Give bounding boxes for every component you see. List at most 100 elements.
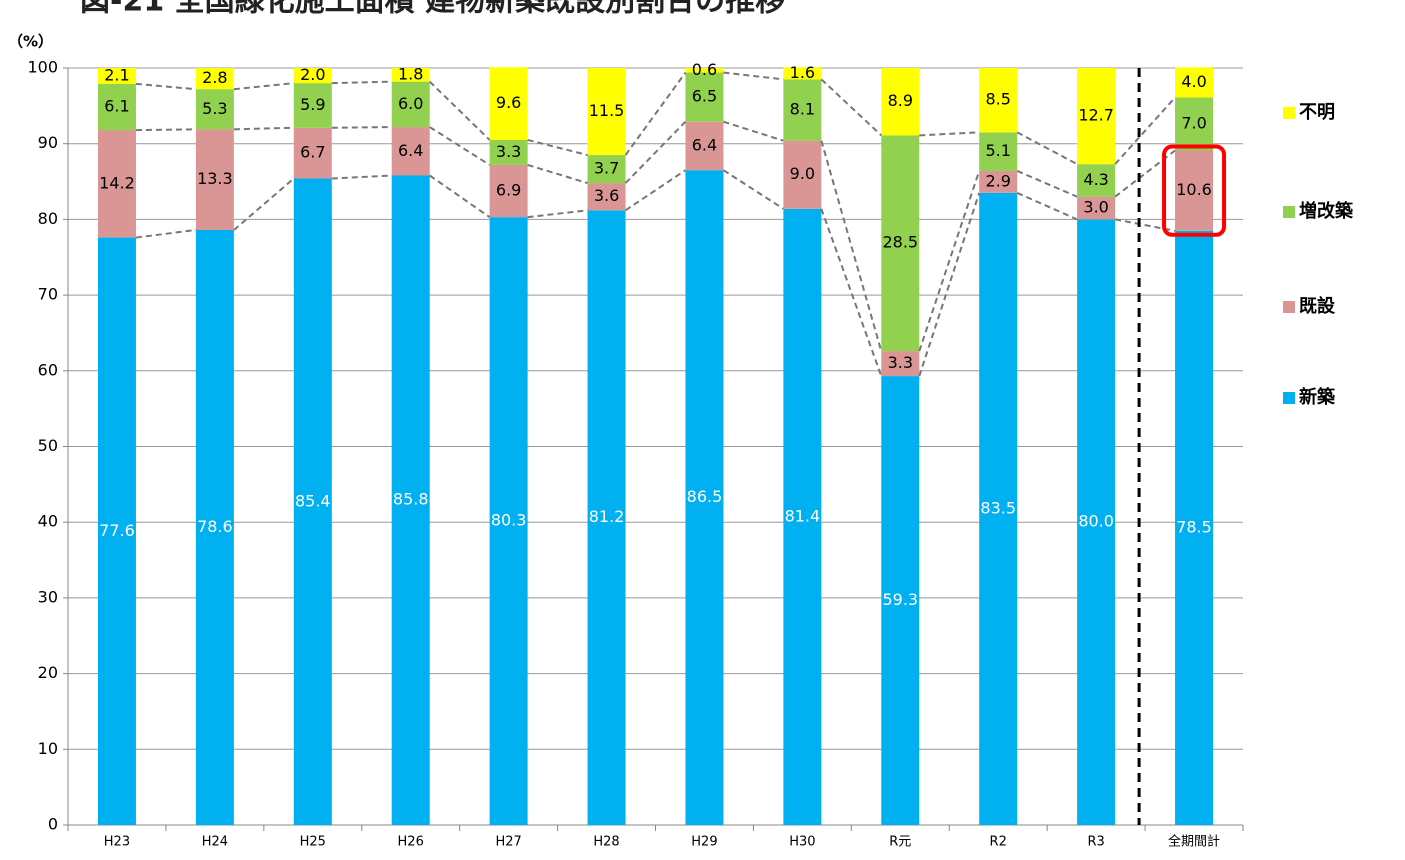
data-label: 1.8: [398, 64, 423, 83]
connector-line: [624, 121, 687, 184]
data-label: 80.0: [1078, 512, 1114, 531]
connector-line: [429, 174, 491, 218]
bar-segment: [293, 83, 332, 128]
connector-line: [429, 80, 491, 141]
connector-line: [1114, 96, 1176, 165]
data-label: 3.7: [594, 159, 619, 178]
data-label: 1.6: [790, 63, 815, 82]
x-tick-label: H29: [691, 835, 717, 850]
data-label: 8.5: [985, 90, 1010, 109]
connector-line: [233, 177, 295, 231]
data-label: 13.3: [197, 169, 233, 188]
bar-segment: [489, 164, 528, 218]
connector-line: [135, 128, 196, 132]
bar-segment: [391, 68, 430, 82]
y-axis-label: （%）: [8, 33, 53, 51]
connector-line: [624, 71, 687, 156]
legend-label: 不明: [1299, 102, 1335, 123]
y-tick-label: 100: [27, 58, 58, 77]
data-label: 10.6: [1176, 180, 1212, 199]
bar-segment: [1077, 219, 1116, 825]
bar-segment: [783, 79, 822, 141]
bar-segment: [195, 129, 234, 230]
data-label: 81.4: [785, 506, 821, 525]
connector-line: [233, 82, 294, 91]
data-label: 78.5: [1176, 517, 1212, 536]
data-label: 86.5: [687, 487, 723, 506]
x-tick-label: R3: [1087, 835, 1104, 850]
data-label: 5.9: [300, 95, 325, 114]
legend-swatch: [1283, 301, 1295, 313]
bar-segment: [1077, 196, 1116, 220]
x-tick-label: H28: [593, 835, 619, 850]
x-tick-label: R元: [889, 835, 911, 850]
x-tick-label: H30: [789, 835, 815, 850]
data-label: 2.1: [104, 65, 129, 84]
data-label: 11.5: [589, 101, 625, 120]
x-tick-label: H25: [300, 835, 326, 850]
connector-line: [723, 71, 784, 81]
bar-segment: [979, 68, 1018, 133]
y-tick-label: 70: [38, 285, 58, 304]
bar-segment: [881, 351, 920, 377]
connector-line: [723, 120, 784, 142]
bar-segment: [293, 127, 332, 179]
data-label: 28.5: [882, 233, 918, 252]
connector-line: [331, 126, 392, 129]
data-label: 8.9: [888, 91, 913, 110]
data-label: 0.6: [692, 60, 717, 79]
connector-line: [1114, 149, 1176, 198]
connector-line: [527, 209, 588, 219]
y-tick-label: 80: [38, 209, 58, 228]
bar-segment: [783, 208, 822, 825]
bar-segment: [1175, 67, 1214, 98]
connector-line: [429, 126, 491, 166]
connector-line: [918, 192, 981, 377]
bar-segment: [489, 217, 528, 825]
data-label: 5.3: [202, 99, 227, 118]
bar-segment: [97, 83, 136, 131]
bar-segment: [587, 68, 626, 156]
bar-segment: [587, 155, 626, 184]
bar-segment: [391, 81, 430, 128]
bar-segment: [195, 229, 234, 826]
y-tick-label: 40: [38, 512, 58, 531]
data-label: 2.8: [202, 68, 227, 87]
data-label: 81.2: [589, 507, 625, 526]
connector-line: [135, 82, 196, 91]
bar-segment: [1175, 97, 1214, 151]
y-tick-label: 0: [48, 815, 58, 834]
connector-line: [331, 80, 392, 85]
connector-line: [820, 78, 882, 137]
connector-line: [722, 169, 784, 210]
x-tick-label: 全期間計: [1168, 834, 1220, 850]
bar-segment: [195, 68, 234, 90]
data-label: 80.3: [491, 511, 527, 530]
bar-segment: [97, 237, 136, 825]
bar-segment: [881, 68, 920, 136]
data-label: 6.5: [692, 87, 717, 106]
legend-label: 既設: [1299, 295, 1336, 317]
data-label: 3.6: [594, 186, 619, 205]
x-tick-label: H24: [202, 835, 228, 850]
data-label: 6.0: [398, 94, 423, 113]
connector-line: [233, 126, 294, 131]
connector-line: [820, 208, 883, 377]
bar-segment: [489, 67, 528, 140]
x-tick-label: R2: [990, 835, 1007, 850]
data-label: 83.5: [980, 498, 1016, 517]
chart-title: 図-21 全国緑化施工面積 建物新築既設別割合の推移: [80, 0, 785, 19]
bar-segment: [979, 192, 1018, 825]
bar-segment: [97, 68, 136, 84]
bar-segment: [881, 376, 920, 825]
data-label: 8.1: [790, 100, 815, 119]
bar-segment: [783, 140, 822, 209]
data-label: 14.2: [99, 173, 135, 192]
data-label: 85.4: [295, 491, 331, 510]
legend-swatch: [1283, 392, 1295, 404]
bar-segment: [587, 210, 626, 826]
bar-segment: [979, 132, 1018, 171]
data-label: 6.1: [104, 96, 129, 115]
data-label: 59.3: [882, 590, 918, 609]
